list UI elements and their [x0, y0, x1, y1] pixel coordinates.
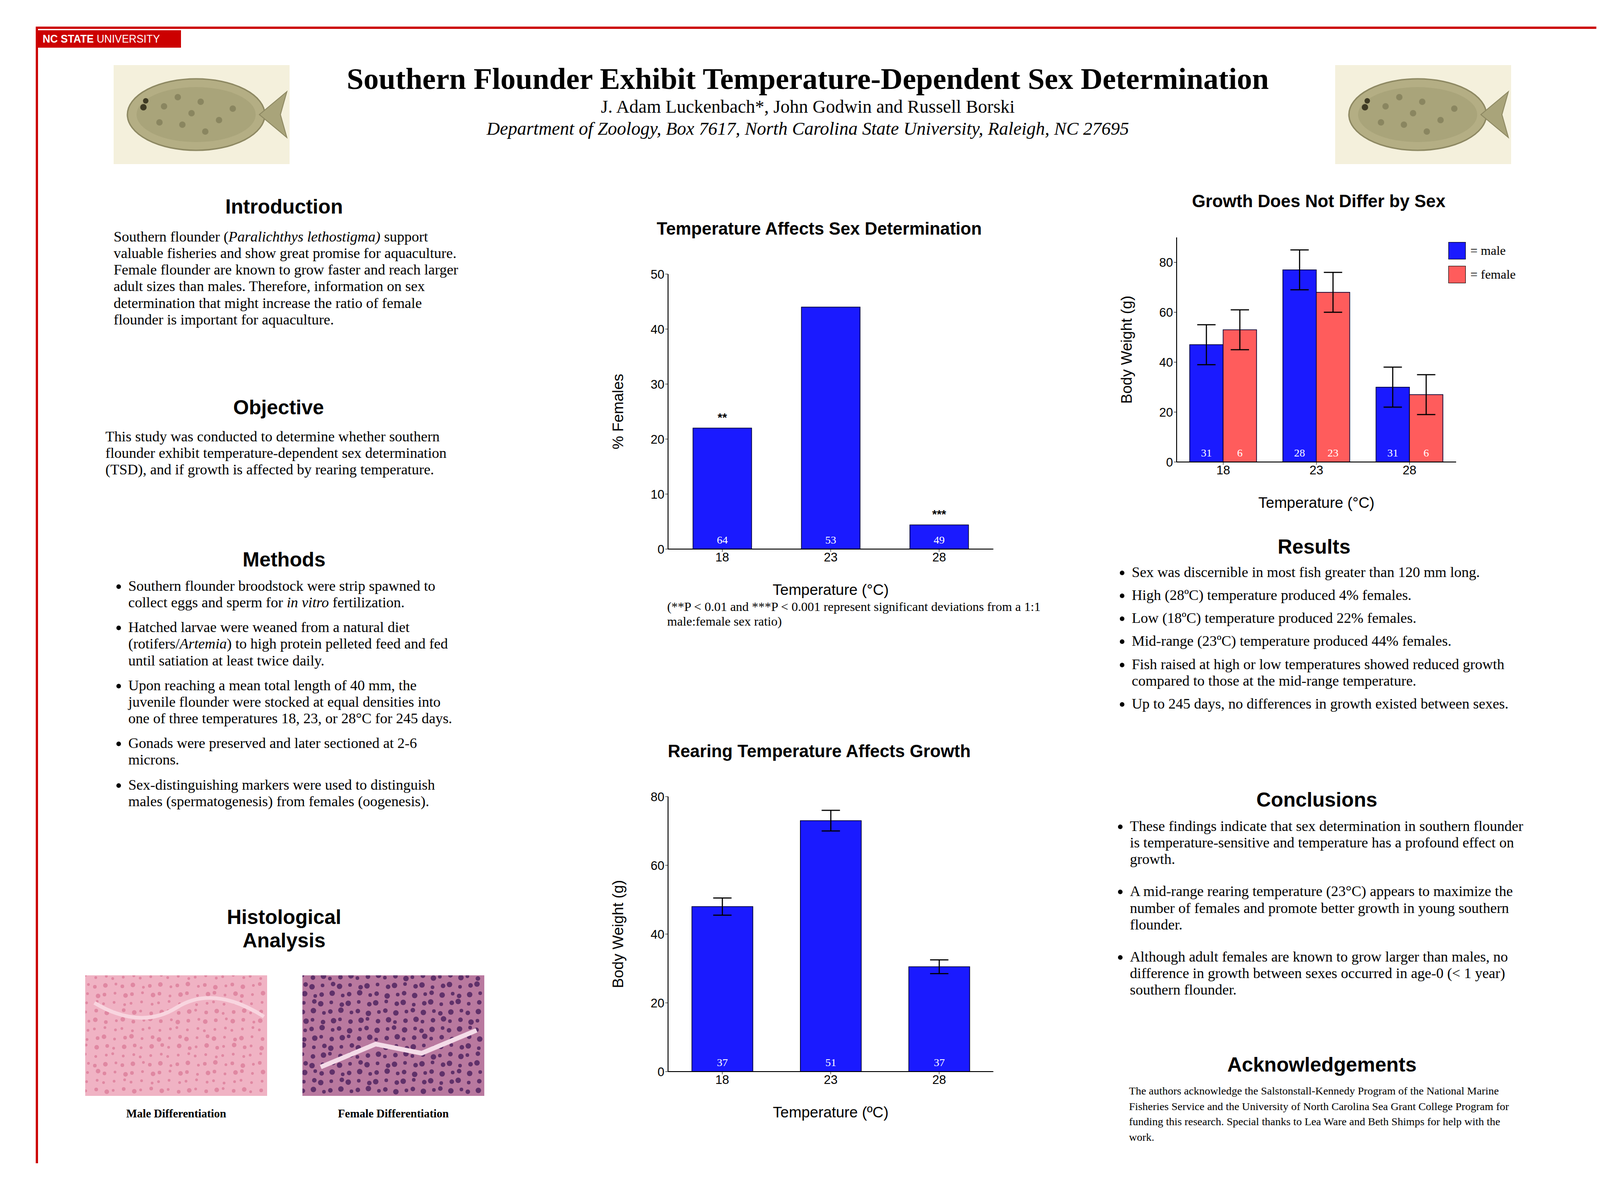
html-text:Up to 245 days, no differences: Up to 245 days, no differences in growth…: [1131, 695, 1509, 712]
svg-text:64: 64: [716, 533, 728, 546]
svg-text:0: 0: [657, 1064, 665, 1079]
html-text:Objective: Objective: [233, 395, 324, 419]
svg-text:% Females: % Females: [609, 373, 627, 450]
html-text:Male Differentiation: Male Differentiation: [126, 1106, 227, 1120]
html-text:Growth Does Not Differ by Sex: Growth Does Not Differ by Sex: [1191, 191, 1446, 211]
html-text:Sex was discernible in most fi: Sex was discernible in most fish greater…: [1131, 563, 1480, 581]
html-text:Conclusions: Conclusions: [1256, 788, 1378, 811]
svg-text:30: 30: [650, 377, 665, 392]
svg-text:Temperature (ºC): Temperature (ºC): [772, 1103, 889, 1121]
svg-text:28: 28: [932, 550, 947, 565]
html-text:Rearing Temperature Affects Gr: Rearing Temperature Affects Growth: [667, 741, 971, 761]
svg-text:0: 0: [657, 542, 665, 557]
svg-text:40: 40: [650, 322, 665, 337]
html-text:Sex-distinguishing markers wer: Sex-distinguishing markers were used to …: [128, 775, 435, 810]
svg-text:23: 23: [823, 1072, 838, 1087]
svg-text:28: 28: [932, 1072, 947, 1087]
svg-text:20: 20: [650, 432, 665, 447]
svg-text:60: 60: [1159, 305, 1173, 320]
svg-text:28: 28: [1402, 463, 1417, 477]
html-text:Methods: Methods: [242, 547, 326, 571]
html-text:Upon reaching a mean total len: Upon reaching a mean total length of 40 …: [128, 676, 453, 727]
svg-text:37: 37: [717, 1056, 729, 1069]
svg-text:31: 31: [1387, 446, 1399, 459]
svg-text:40: 40: [650, 927, 665, 942]
html-text:The authors acknowledge the Sa: The authors acknowledge the Salstonstall…: [1128, 1084, 1509, 1143]
svg-text:23: 23: [1309, 463, 1324, 477]
svg-text:Body Weight (g): Body Weight (g): [1117, 295, 1135, 404]
svg-text:51: 51: [825, 1056, 837, 1069]
html-text:J. Adam Luckenbach*, John Godw: J. Adam Luckenbach*, John Godwin and Rus…: [600, 96, 1015, 117]
html-text:High (28ºC) temperature produc: High (28ºC) temperature produced 4% fema…: [1131, 586, 1412, 604]
svg-text:6: 6: [1423, 446, 1430, 459]
svg-text:Temperature (°C): Temperature (°C): [772, 580, 889, 598]
svg-text:10: 10: [650, 487, 665, 502]
svg-text:31: 31: [1200, 446, 1212, 459]
svg-text:37: 37: [933, 1056, 945, 1069]
svg-text:40: 40: [1159, 355, 1173, 370]
html-text:Low (18ºC) temperature produce: Low (18ºC) temperature produced 22% fema…: [1131, 609, 1417, 627]
svg-text:60: 60: [650, 858, 665, 873]
html-text:Acknowledgements: Acknowledgements: [1227, 1052, 1417, 1076]
html-text:Histological Analysis: Histological Analysis: [226, 905, 342, 952]
svg-text:0: 0: [1166, 455, 1173, 470]
svg-text:53: 53: [825, 533, 837, 546]
svg-text:28: 28: [1293, 446, 1305, 459]
svg-text:50: 50: [650, 267, 665, 282]
svg-text:Temperature (°C): Temperature (°C): [1258, 493, 1375, 511]
svg-text:23: 23: [823, 550, 838, 565]
html-text:Temperature Affects Sex Determ: Temperature Affects Sex Determination: [656, 219, 982, 239]
svg-text:***: ***: [932, 507, 947, 521]
html-text:Department of Zoology, Box 761: Department of Zoology, Box 7617, North C…: [486, 118, 1129, 139]
html-text:Introduction: Introduction: [225, 195, 343, 218]
svg-text:80: 80: [650, 789, 665, 804]
svg-text:23: 23: [1327, 446, 1339, 459]
html-text:Fish raised at high or low tem: Fish raised at high or low temperatures …: [1131, 655, 1505, 689]
html-text:A mid-range rearing temperatur: A mid-range rearing temperature (23°C) a…: [1129, 882, 1513, 933]
html-text:Southern flounder broodstock w: Southern flounder broodstock were strip …: [128, 577, 436, 611]
svg-text:20: 20: [1159, 405, 1173, 420]
svg-text:80: 80: [1159, 255, 1173, 270]
svg-text:18: 18: [1216, 463, 1231, 477]
html-text:These findings indicate that s: These findings indicate that sex determi…: [1129, 817, 1524, 868]
html-text:Gonads were preserved and late: Gonads were preserved and later sectione…: [128, 734, 417, 768]
html-text:= female: = female: [1470, 267, 1516, 282]
svg-text:Body Weight (g): Body Weight (g): [609, 879, 627, 988]
html-text:Although adult females are kno: Although adult females are known to grow…: [1129, 947, 1508, 998]
html-text:Results: Results: [1277, 535, 1351, 558]
svg-text:18: 18: [715, 1072, 729, 1087]
svg-text:**: **: [717, 410, 728, 425]
svg-text:49: 49: [933, 533, 945, 546]
html-text:= male: = male: [1470, 243, 1506, 258]
html-text:This study was conducted to de: This study was conducted to determine wh…: [105, 427, 447, 478]
html-text:Southern Flounder Exhibit Temp: Southern Flounder Exhibit Temperature-De…: [346, 61, 1269, 96]
svg-text:20: 20: [650, 996, 665, 1010]
html-text:(**P < 0.01 and ***P < 0.001 r: (**P < 0.01 and ***P < 0.001 represent s…: [667, 599, 1041, 628]
svg-text:18: 18: [715, 550, 729, 565]
html-text:Mid-range (23ºC) temperature p: Mid-range (23ºC) temperature produced 44…: [1131, 632, 1452, 650]
svg-text:6: 6: [1237, 446, 1243, 459]
html-text:Hatched larvae were weaned fro: Hatched larvae were weaned from a natura…: [128, 618, 448, 669]
html-text:Southern flounder (Paralichthy: Southern flounder (Paralichthys lethosti…: [113, 228, 459, 328]
html-text:NC STATE UNIVERSITY: NC STATE UNIVERSITY: [42, 32, 160, 45]
html-text:Female Differentiation: Female Differentiation: [337, 1106, 449, 1120]
